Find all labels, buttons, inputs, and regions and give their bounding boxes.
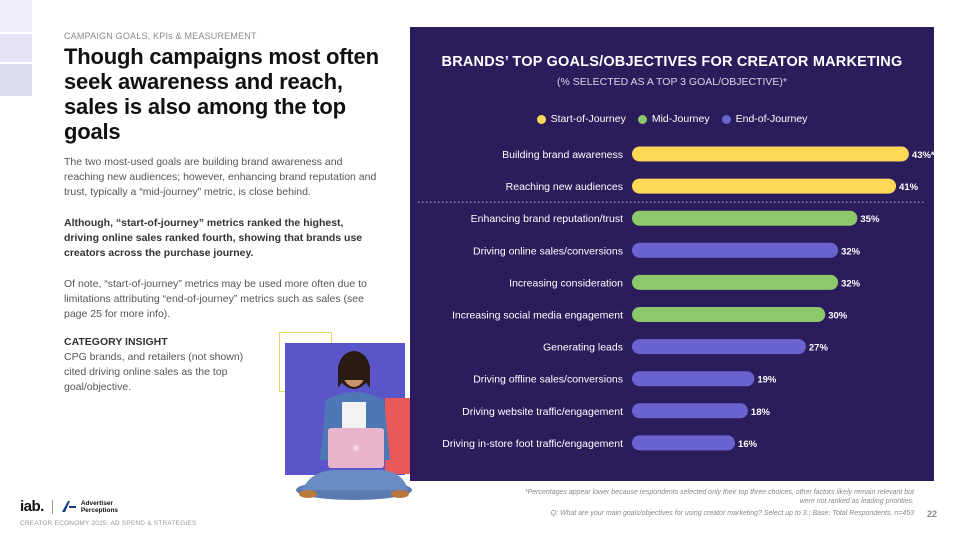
logo-divider [51,499,53,514]
chart-subtitle: (% SELECTED AS A TOP 3 GOAL/OBJECTIVE)* [557,76,787,88]
legend-label-mid: Mid-Journey [651,113,710,125]
category-label: Increasing social media engagement [452,310,623,322]
bar-start [632,178,897,194]
body-paragraph-3: Of note, “start-of-journey” metrics may … [64,278,367,320]
data-label: 27% [809,343,829,354]
advertiser-perceptions-logo-icon [61,501,76,512]
bar-end [632,435,736,451]
bar-mid [632,210,858,226]
body-paragraph-2: Although, “start-of-journey” metrics ran… [64,217,363,259]
footnote-percentages: *Percentages appear lower because respon… [524,489,914,505]
data-label: 32% [841,246,861,257]
advertiser-perceptions-logo-text: Advertiser Perceptions [81,500,118,514]
category-label: Enhancing brand reputation/trust [471,213,623,225]
footnote-question: Q: What are your main goals/objectives f… [550,510,914,517]
bar-end [632,242,839,258]
legend-dot-end [721,114,731,124]
category-label: Building brand awareness [502,149,623,161]
data-label: 19% [757,375,777,386]
data-label: 32% [841,278,861,289]
bar-mid [632,307,826,322]
corner-decoration [0,64,32,96]
corner-decoration [0,34,32,62]
legend-item-mid: Mid-Journey [637,113,710,125]
category-label: Driving offline sales/conversions [473,374,623,386]
page-headline: Though campaigns most often seek awarene… [64,44,379,144]
category-label: Increasing consideration [509,277,623,289]
legend-dot-start [536,114,546,124]
iab-logo: iab. [20,498,44,515]
data-label: 16% [738,439,758,450]
insight-body: CPG brands, and retailers (not shown) ci… [64,351,244,393]
bar-end [632,371,755,387]
logo-text-line-1: Advertiser [80,499,113,507]
body-paragraph-1: The two most-used goals are building bra… [64,156,377,198]
section-eyebrow: CAMPAIGN GOALS, KPIs & MEASUREMENT [64,31,257,41]
bar-mid [632,274,839,290]
insight-title: CATEGORY INSIGHT [64,336,168,348]
legend-label-start: Start-of-Journey [550,113,626,125]
bar-chart: Building brand awareness 43%* Reaching new… [418,146,934,451]
category-label: Driving online sales/conversions [473,245,623,257]
bar-end [632,339,806,355]
corner-decoration [0,0,32,32]
legend-item-end: End-of-Journey [721,113,808,125]
legend-label-end: End-of-Journey [735,113,808,125]
data-label: 35% [860,214,880,225]
logo-row: iab. Advertiser Perceptions [20,498,118,515]
logo-text-line-2: Perceptions [80,506,119,514]
footer-report-title: CREATOR ECONOMY 2025: AD SPEND & STRATEG… [20,520,197,527]
category-label: Driving website traffic/engagement [462,406,623,418]
chart-title: BRANDS’ TOP GOALS/OBJECTIVES FOR CREATOR… [441,54,903,70]
data-label: 18% [751,407,771,418]
category-label: Generating leads [543,342,623,354]
chart-panel: BRANDS’ TOP GOALS/OBJECTIVES FOR CREATOR… [410,27,934,481]
category-label: Reaching new audiences [506,181,623,193]
data-label: 41% [899,182,919,193]
data-label: 30% [828,311,848,322]
person-with-laptop-image [296,351,412,500]
category-label: Driving in-store foot traffic/engagement [442,438,623,450]
legend-item-start: Start-of-Journey [536,113,626,125]
legend-dot-mid [637,114,647,124]
data-label: 43%* [912,150,934,161]
chart-legend: Start-of-Journey Mid-Journey End-of-Jour… [410,113,934,125]
page-number: 22 [927,509,938,519]
bar-end [632,403,748,419]
bar-start [632,146,909,162]
